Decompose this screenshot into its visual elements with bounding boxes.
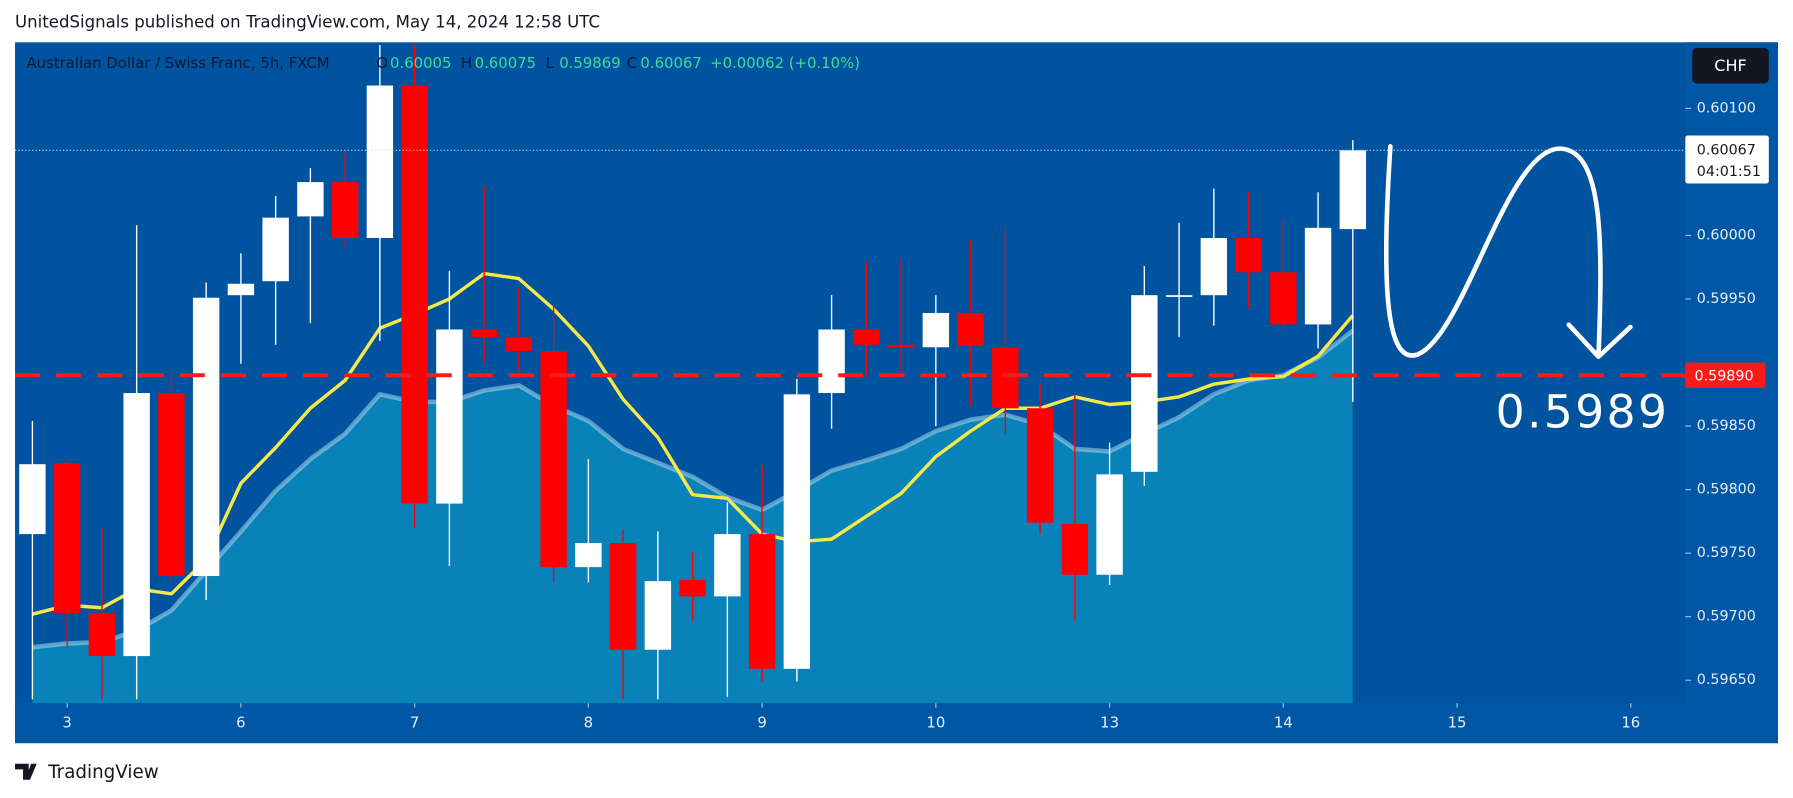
x-tick-label: 9 bbox=[757, 714, 766, 732]
y-tick-label: 0.59850 bbox=[1697, 418, 1756, 434]
header-title: UnitedSignals published on TradingView.c… bbox=[15, 12, 600, 31]
candle-body bbox=[992, 347, 1019, 409]
candle-body bbox=[1131, 295, 1158, 472]
y-tick-label: 0.59700 bbox=[1697, 609, 1756, 625]
candle-body bbox=[1304, 227, 1332, 325]
legend-key: O bbox=[376, 54, 388, 72]
candle-body bbox=[644, 581, 672, 650]
x-tick-label: 13 bbox=[1100, 714, 1119, 732]
candle-body bbox=[609, 542, 637, 650]
y-tick-label: 0.60000 bbox=[1697, 227, 1756, 243]
currency-label[interactable]: CHF bbox=[1714, 56, 1746, 75]
candle-body bbox=[818, 329, 845, 394]
currency-button[interactable] bbox=[1692, 48, 1769, 84]
candle-body bbox=[158, 393, 185, 577]
footer-logo: TradingView bbox=[15, 762, 159, 783]
candle-body bbox=[853, 329, 880, 345]
ma-area bbox=[32, 330, 1353, 704]
candle-body bbox=[783, 394, 811, 669]
candle-body bbox=[331, 182, 359, 239]
candle-body bbox=[1165, 295, 1193, 297]
legend-value: 0.59869 bbox=[559, 54, 620, 72]
legend: Australian Dollar / Swiss Franc, 5h, FXC… bbox=[26, 54, 860, 72]
x-tick-label: 16 bbox=[1621, 714, 1640, 732]
candle-body bbox=[505, 337, 533, 352]
y-tick-label: 0.59800 bbox=[1697, 482, 1756, 498]
legend-value: 0.60005 bbox=[390, 54, 451, 72]
candle-body bbox=[1339, 150, 1367, 230]
last-price-box bbox=[1685, 135, 1769, 184]
countdown-label: 04:01:51 bbox=[1697, 164, 1761, 180]
legend-key: C bbox=[627, 54, 637, 72]
level-label: 0.59890 bbox=[1695, 368, 1754, 384]
candle-body bbox=[470, 329, 498, 338]
symbol-title: Australian Dollar / Swiss Franc, 5h, FXC… bbox=[26, 54, 329, 72]
candle-body bbox=[714, 534, 741, 597]
candle-body bbox=[262, 217, 289, 282]
candle-body bbox=[922, 312, 950, 348]
candle-body bbox=[1026, 408, 1054, 523]
candle-body bbox=[88, 612, 116, 657]
logo-icon bbox=[15, 763, 37, 780]
x-tick-label: 6 bbox=[236, 714, 245, 732]
legend-key: L bbox=[546, 54, 555, 72]
candle-body bbox=[1270, 272, 1297, 325]
candle-body bbox=[1061, 523, 1089, 575]
y-tick-label: 0.59750 bbox=[1697, 545, 1756, 561]
candle-body bbox=[53, 462, 81, 613]
x-tick-label: 3 bbox=[62, 714, 71, 732]
x-tick-label: 10 bbox=[926, 714, 945, 732]
candle-body bbox=[748, 534, 776, 669]
candle-body bbox=[19, 464, 46, 535]
candle-body bbox=[401, 85, 428, 504]
candle-body bbox=[297, 182, 324, 217]
annotation: 0.5989 bbox=[1496, 386, 1670, 439]
x-tick-label: 7 bbox=[410, 714, 419, 732]
candle-body bbox=[1200, 238, 1228, 296]
y-tick-label: 0.60100 bbox=[1697, 100, 1756, 116]
x-tick-label: 14 bbox=[1274, 714, 1293, 732]
candle-body bbox=[1235, 238, 1262, 273]
candle-body bbox=[575, 542, 602, 568]
y-tick-label: 0.59650 bbox=[1697, 672, 1756, 688]
candle-body bbox=[366, 85, 394, 239]
last-price-label: 0.60067 bbox=[1697, 142, 1756, 158]
legend-value: 0.60067 bbox=[640, 54, 701, 72]
x-tick-label: 8 bbox=[584, 714, 593, 732]
footer-brand: TradingView bbox=[47, 762, 159, 783]
legend-key: H bbox=[461, 54, 472, 72]
y-tick-label: 0.59950 bbox=[1697, 291, 1756, 307]
candle-body bbox=[1096, 474, 1123, 575]
candle-body bbox=[679, 579, 706, 597]
candle-body bbox=[192, 297, 220, 577]
legend-change: +0.00062 (+0.10%) bbox=[710, 54, 860, 72]
candle-body bbox=[123, 393, 150, 657]
drawn-arrow bbox=[1383, 144, 1633, 359]
candle-body bbox=[436, 329, 463, 504]
candle-body bbox=[540, 351, 567, 568]
legend-value: 0.60075 bbox=[475, 54, 536, 72]
candle-body bbox=[227, 283, 255, 296]
x-tick-label: 15 bbox=[1448, 714, 1467, 732]
time-axis bbox=[15, 703, 1686, 744]
level-label-box bbox=[1685, 362, 1766, 388]
candle-body bbox=[887, 344, 915, 348]
candle-body bbox=[957, 312, 984, 347]
